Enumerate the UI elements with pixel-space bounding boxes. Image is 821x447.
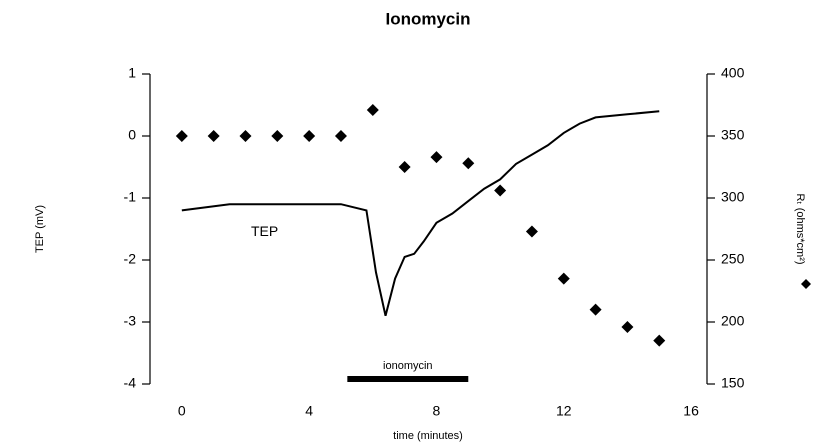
y-tick-label: -1 — [124, 189, 137, 205]
treatment-bar — [347, 376, 469, 382]
data-point — [175, 130, 188, 142]
data-point — [525, 225, 538, 238]
y-tick-label: -3 — [124, 313, 137, 329]
treatment-label: ionomycin — [383, 360, 433, 372]
y-tick-label: -4 — [124, 375, 137, 391]
data-point — [557, 272, 570, 285]
x-tick-label: 0 — [178, 403, 186, 419]
y2-tick-label: 250 — [721, 251, 745, 267]
legend-marker — [801, 279, 811, 289]
y2-tick-label: 350 — [721, 127, 745, 143]
data-point — [494, 184, 507, 197]
data-point — [430, 151, 443, 164]
data-point — [334, 130, 347, 142]
x-axis-label: time (minutes) — [393, 430, 463, 442]
x-tick-label: 16 — [683, 403, 699, 419]
data-point — [271, 130, 284, 142]
y2-axis-label: Rₜ (ohms*cm²) — [794, 193, 806, 264]
data-point — [589, 303, 602, 316]
x-tick-label: 8 — [433, 403, 441, 419]
y-tick-label: 1 — [128, 65, 136, 81]
data-point — [239, 130, 252, 142]
y-tick-label: 0 — [128, 127, 136, 143]
series-label: TEP — [251, 223, 278, 239]
data-point — [207, 130, 220, 142]
data-point — [366, 103, 379, 116]
data-point — [621, 320, 634, 333]
data-point — [398, 161, 411, 173]
x-tick-label: 12 — [556, 403, 572, 419]
line — [181, 110, 660, 317]
data-point — [653, 334, 666, 347]
data-point — [462, 157, 475, 170]
y2-tick-label: 400 — [721, 65, 745, 81]
y2-tick-label: 300 — [721, 189, 745, 205]
y-axis-label: TEP (mV) — [34, 205, 46, 253]
x-tick-label: 4 — [305, 403, 313, 419]
y2-tick-label: 150 — [721, 375, 745, 391]
y2-tick-label: 200 — [721, 313, 745, 329]
chart-title: Ionomycin — [385, 9, 470, 28]
data-point — [303, 130, 316, 142]
y-tick-label: -2 — [124, 251, 137, 267]
